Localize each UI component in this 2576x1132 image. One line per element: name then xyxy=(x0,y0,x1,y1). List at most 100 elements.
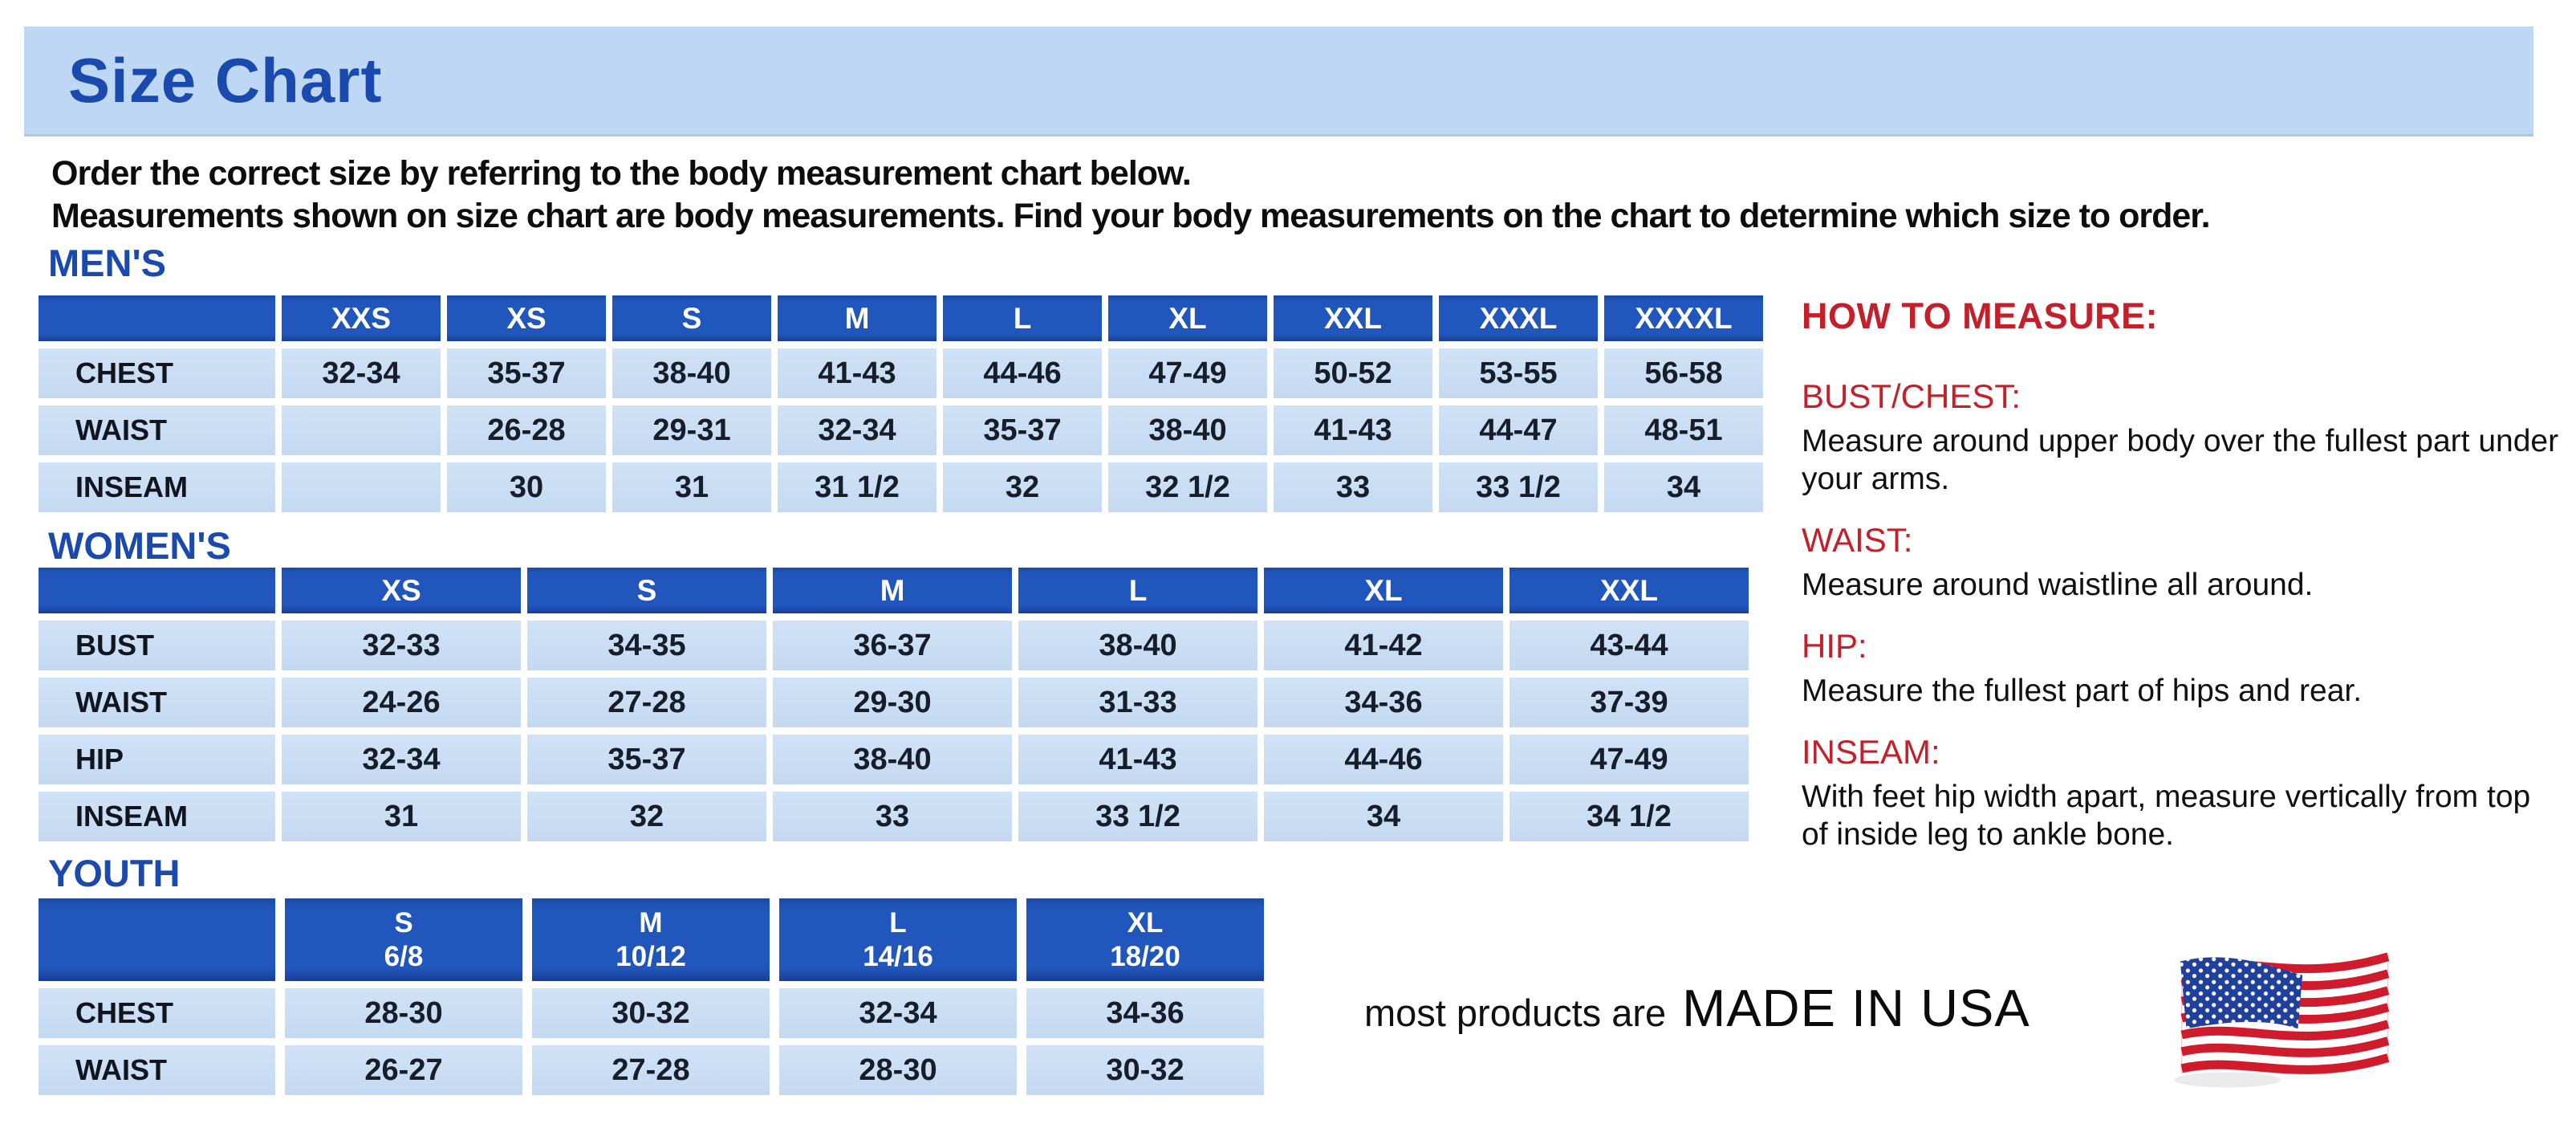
size-cell: 32-34 xyxy=(282,348,441,398)
usa-flag-icon xyxy=(2174,952,2390,1088)
row-label: BUST xyxy=(39,621,275,670)
size-cell xyxy=(282,405,441,455)
section-heading-womens: WOMEN'S xyxy=(48,524,231,567)
size-cell: 47-49 xyxy=(1108,348,1267,398)
size-cell: 34 1/2 xyxy=(1509,792,1749,841)
column-header: S 6/8 xyxy=(285,898,522,981)
column-header: XL xyxy=(1108,295,1267,341)
size-cell: 24-26 xyxy=(282,678,521,727)
row-label: INSEAM xyxy=(39,792,275,841)
size-cell: 44-46 xyxy=(943,348,1102,398)
size-cell: 43-44 xyxy=(1509,621,1749,670)
made-in-usa-line: most products are MADE IN USA xyxy=(1364,978,2030,1038)
column-header: L 14/16 xyxy=(779,898,1017,981)
size-cell: 41-43 xyxy=(1274,405,1432,455)
size-cell: 32-34 xyxy=(779,988,1017,1038)
column-header: XL xyxy=(1264,568,1503,613)
size-cell: 44-47 xyxy=(1439,405,1598,455)
measure-label-bust-chest: BUST/CHEST: xyxy=(1802,377,2021,415)
size-cell: 36-37 xyxy=(773,621,1012,670)
size-cell: 32-33 xyxy=(282,621,521,670)
size-cell: 31 xyxy=(282,792,521,841)
size-cell: 30-32 xyxy=(532,988,770,1038)
column-header xyxy=(39,568,275,613)
section-heading-mens: MEN'S xyxy=(48,242,166,284)
measure-label-hip: HIP: xyxy=(1802,627,1867,665)
intro-line-2: Measurements shown on size chart are bod… xyxy=(51,197,2211,235)
size-cell: 53-55 xyxy=(1439,348,1598,398)
flag-shadow xyxy=(2174,1072,2281,1088)
size-cell: 33 1/2 xyxy=(1439,462,1598,512)
size-cell: 35-37 xyxy=(943,405,1102,455)
row-label: WAIST xyxy=(39,1045,275,1095)
column-header: XXXL xyxy=(1439,295,1598,341)
row-label: CHEST xyxy=(39,348,275,398)
column-header: XXL xyxy=(1509,568,1749,613)
column-header: S xyxy=(527,568,766,613)
size-cell: 32-34 xyxy=(282,735,521,784)
size-cell: 34 xyxy=(1604,462,1763,512)
size-cell: 32 xyxy=(943,462,1102,512)
size-cell: 32-34 xyxy=(778,405,937,455)
size-cell: 32 1/2 xyxy=(1108,462,1267,512)
size-cell: 34-36 xyxy=(1026,988,1264,1038)
column-header: XL 18/20 xyxy=(1026,898,1264,981)
column-header: M xyxy=(773,568,1012,613)
size-cell: 38-40 xyxy=(1018,621,1258,670)
size-cell: 26-27 xyxy=(285,1045,522,1095)
column-header: M xyxy=(778,295,937,341)
size-cell: 27-28 xyxy=(532,1045,770,1095)
size-cell: 28-30 xyxy=(779,1045,1017,1095)
made-in-prefix: most products are xyxy=(1364,992,1667,1034)
size-cell: 48-51 xyxy=(1604,405,1763,455)
size-cell: 34-36 xyxy=(1264,678,1503,727)
size-cell: 35-37 xyxy=(527,735,766,784)
measure-label-inseam: INSEAM: xyxy=(1802,733,1940,771)
column-header: S xyxy=(612,295,771,341)
size-cell: 31 xyxy=(612,462,771,512)
measure-text-waist: Measure around waistline all around. xyxy=(1802,568,2314,602)
size-cell: 34-35 xyxy=(527,621,766,670)
size-cell: 37-39 xyxy=(1509,678,1749,727)
youth-size-table: S 6/8 M 10/12 L 14/16 XL 18/20 CHEST 28-30 30-32 32… xyxy=(39,898,1264,1095)
size-cell: 41-42 xyxy=(1264,621,1503,670)
size-cell: 27-28 xyxy=(527,678,766,727)
measure-text-hip: Measure the fullest part of hips and rea… xyxy=(1802,674,2363,708)
measure-text-bust-chest: Measure around upper body over the fulle… xyxy=(1802,424,2559,496)
row-label: INSEAM xyxy=(39,462,275,512)
size-cell: 30-32 xyxy=(1026,1045,1264,1095)
page-title: Size Chart xyxy=(68,44,383,116)
mens-size-table: XXS XS S M L XL XXL XXXL XXXXL CHEST 32-34 35-37 38-… xyxy=(39,295,1763,512)
size-cell: 38-40 xyxy=(612,348,771,398)
size-cell: 33 xyxy=(1274,462,1432,512)
size-cell: 33 xyxy=(773,792,1012,841)
size-cell: 38-40 xyxy=(1108,405,1267,455)
column-header xyxy=(39,295,275,341)
column-header: XXXXL xyxy=(1604,295,1763,341)
column-header: XS xyxy=(447,295,606,341)
size-cell: 31-33 xyxy=(1018,678,1258,727)
column-header xyxy=(39,898,275,981)
size-cell: 26-28 xyxy=(447,405,606,455)
how-to-measure-section: HOW TO MEASURE: BUST/CHEST: Measure arou… xyxy=(1802,295,2564,877)
column-header: XXS xyxy=(282,295,441,341)
size-cell: 44-46 xyxy=(1264,735,1503,784)
column-header: XS xyxy=(282,568,521,613)
row-label: HIP xyxy=(39,735,275,784)
size-cell: 32 xyxy=(527,792,766,841)
size-cell: 30 xyxy=(447,462,606,512)
size-cell xyxy=(282,462,441,512)
size-cell: 38-40 xyxy=(773,735,1012,784)
size-cell: 41-43 xyxy=(778,348,937,398)
size-cell: 50-52 xyxy=(1274,348,1432,398)
size-cell: 29-30 xyxy=(773,678,1012,727)
made-in-usa-text: MADE IN USA xyxy=(1682,979,2030,1037)
womens-size-table: XS S M L XL XXL BUST 32-33 34-35 36-37 38-40 41-42 4… xyxy=(39,568,1749,841)
measure-label-waist: WAIST: xyxy=(1802,521,1913,559)
column-header: L xyxy=(1018,568,1258,613)
row-label: WAIST xyxy=(39,405,275,455)
column-header: L xyxy=(943,295,1102,341)
column-header: M 10/12 xyxy=(532,898,770,981)
size-cell: 33 1/2 xyxy=(1018,792,1258,841)
size-cell: 56-58 xyxy=(1604,348,1763,398)
